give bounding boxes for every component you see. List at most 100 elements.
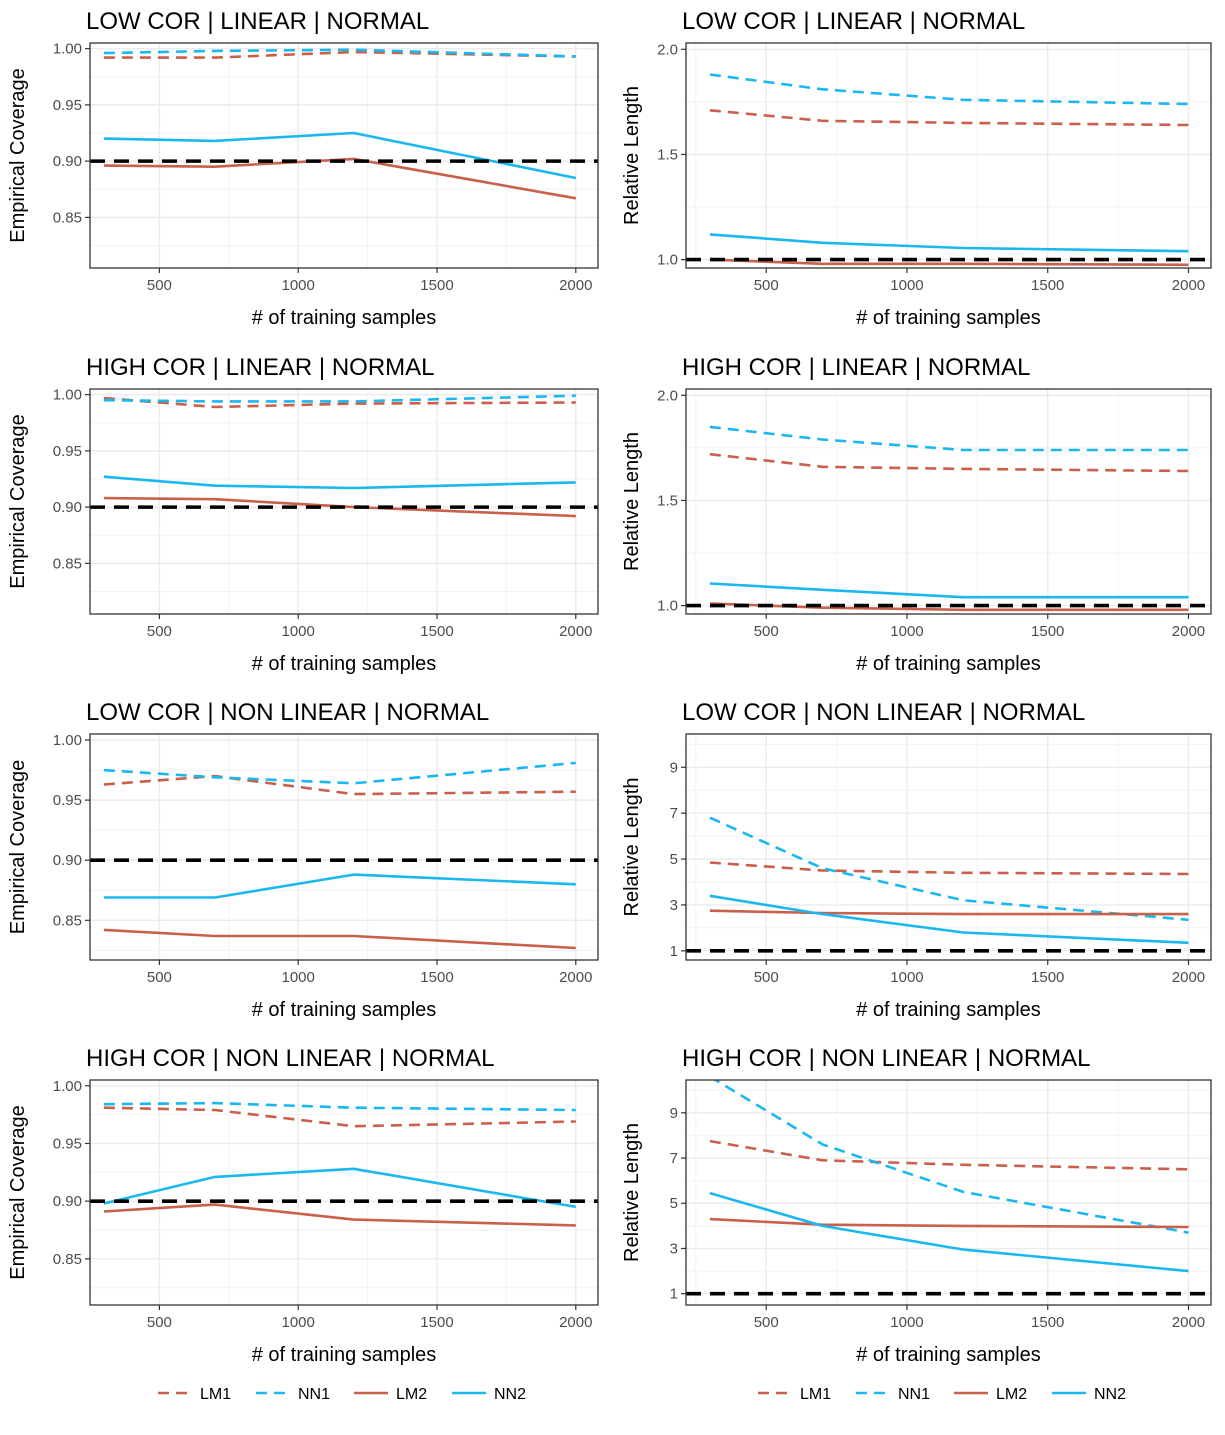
series-line-lm1 xyxy=(709,861,1189,876)
legend-item-nn1: NN1 xyxy=(256,1386,330,1403)
x-tick-label: 1000 xyxy=(890,1314,923,1331)
y-tick-label: 0.85 xyxy=(53,1251,82,1268)
panel-title: LOW COR | NON LINEAR | NORMAL xyxy=(86,699,489,726)
x-axis-title: # of training samples xyxy=(252,999,437,1021)
x-tick-label: 2000 xyxy=(1172,969,1205,986)
series-group xyxy=(686,816,1211,953)
y-tick-label: 1.00 xyxy=(53,732,82,749)
x-tick-label: 1500 xyxy=(420,623,453,640)
plot-area xyxy=(686,43,1211,268)
y-tick-label: 0.95 xyxy=(53,792,82,809)
y-tick-label: 0.90 xyxy=(53,1193,82,1210)
legend-1: LM1 NN1 LM2 NN2 xyxy=(158,1386,526,1403)
y-tick-label: 2.0 xyxy=(657,41,678,58)
series-line-lm2 xyxy=(709,258,1189,267)
legend-label: LM1 xyxy=(200,1386,231,1403)
y-tick-label: 9 xyxy=(670,1105,678,1122)
series-line-lm1 xyxy=(103,396,576,409)
series-line-nn2 xyxy=(709,894,1189,945)
series-line-nn2 xyxy=(709,1191,1189,1273)
y-tick-label: 1.00 xyxy=(53,387,82,404)
series-line-lm2 xyxy=(709,1217,1189,1229)
series-line-nn1 xyxy=(103,761,576,785)
x-tick-label: 500 xyxy=(754,969,779,986)
legend-item-lm1: LM1 xyxy=(758,1386,831,1403)
y-tick-label: 0.85 xyxy=(53,912,82,929)
y-tick-label: 0.95 xyxy=(53,443,82,460)
x-tick-label: 500 xyxy=(754,623,779,640)
legend-item-lm2: LM2 xyxy=(954,1386,1027,1403)
series-line-nn1 xyxy=(103,48,576,58)
x-tick-label: 1000 xyxy=(282,969,315,986)
x-tick-label: 1500 xyxy=(420,277,453,294)
series-line-nn2 xyxy=(103,1167,577,1209)
series-line-lm2 xyxy=(103,928,576,950)
legend-item-nn2: NN2 xyxy=(452,1386,526,1403)
y-tick-label: 1.0 xyxy=(657,598,678,615)
panel-border xyxy=(89,1079,599,1306)
series-line-nn2 xyxy=(103,475,576,490)
x-tick-label: 500 xyxy=(754,277,779,294)
series-line-lm2 xyxy=(103,1203,576,1227)
y-axis-title: Relative Length xyxy=(621,1123,643,1262)
series-line-nn1 xyxy=(103,394,576,403)
y-tick-label: 0.90 xyxy=(53,852,82,869)
series-line-nn1 xyxy=(709,816,1189,922)
legend-label: LM2 xyxy=(396,1386,427,1403)
y-tick-label: 3 xyxy=(670,897,678,914)
y-axis-title: Empirical Coverage xyxy=(7,68,29,243)
series-line-nn1 xyxy=(709,73,1189,106)
y-axis-title: Relative Length xyxy=(621,432,643,571)
x-axis-title: # of training samples xyxy=(856,653,1041,675)
panel-title: LOW COR | LINEAR | NORMAL xyxy=(682,8,1025,35)
x-tick-label: 500 xyxy=(147,623,172,640)
x-axis-title: # of training samples xyxy=(252,653,437,675)
series-line-lm1 xyxy=(709,109,1189,127)
y-axis-title: Empirical Coverage xyxy=(7,414,29,589)
y-tick-label: 1 xyxy=(670,1286,678,1303)
y-axis-title: Relative Length xyxy=(621,778,643,917)
y-tick-label: 0.95 xyxy=(53,97,82,114)
x-tick-label: 1500 xyxy=(1031,969,1064,986)
x-tick-label: 500 xyxy=(147,969,172,986)
y-tick-label: 7 xyxy=(670,1150,678,1167)
series-group xyxy=(686,73,1211,267)
x-tick-label: 2000 xyxy=(559,1314,592,1331)
y-tick-label: 7 xyxy=(670,805,678,822)
panel-title: LOW COR | LINEAR | NORMAL xyxy=(86,8,429,35)
y-tick-label: 0.90 xyxy=(53,499,82,516)
panel-border xyxy=(89,733,599,961)
y-tick-label: 5 xyxy=(670,851,678,868)
y-tick-label: 2.0 xyxy=(657,387,678,404)
x-tick-label: 500 xyxy=(147,277,172,294)
panel-title: HIGH COR | LINEAR | NORMAL xyxy=(682,354,1031,381)
x-tick-label: 2000 xyxy=(1172,1314,1205,1331)
legend-item-nn2: NN2 xyxy=(1052,1386,1126,1403)
series-line-nn2 xyxy=(709,582,1189,599)
series-group xyxy=(90,761,598,950)
x-axis-title: # of training samples xyxy=(856,999,1041,1021)
series-group xyxy=(686,1080,1211,1296)
plot-area xyxy=(90,734,598,960)
y-tick-label: 9 xyxy=(670,759,678,776)
y-tick-label: 0.95 xyxy=(53,1135,82,1152)
legend-label: LM2 xyxy=(996,1386,1027,1403)
legend-label: NN2 xyxy=(494,1386,526,1403)
y-axis-title: Empirical Coverage xyxy=(7,1105,29,1280)
series-line-nn1 xyxy=(709,425,1189,452)
x-tick-label: 500 xyxy=(754,1314,779,1331)
x-tick-label: 1500 xyxy=(1031,623,1064,640)
series-line-lm1 xyxy=(103,1106,576,1128)
panel-border xyxy=(685,388,1212,615)
panel-title: HIGH COR | NON LINEAR | NORMAL xyxy=(86,1045,495,1072)
plot-area xyxy=(686,389,1211,614)
y-axis-title: Relative Length xyxy=(621,86,643,225)
x-tick-label: 1500 xyxy=(1031,277,1064,294)
chart-panel-8: 500 1000 1500 2000 1 3 5 7 9 HIGH COR | NON LINEA… xyxy=(621,1045,1212,1366)
x-tick-label: 1000 xyxy=(890,277,923,294)
series-line-nn2 xyxy=(709,233,1189,253)
y-tick-label: 1.0 xyxy=(657,252,678,269)
